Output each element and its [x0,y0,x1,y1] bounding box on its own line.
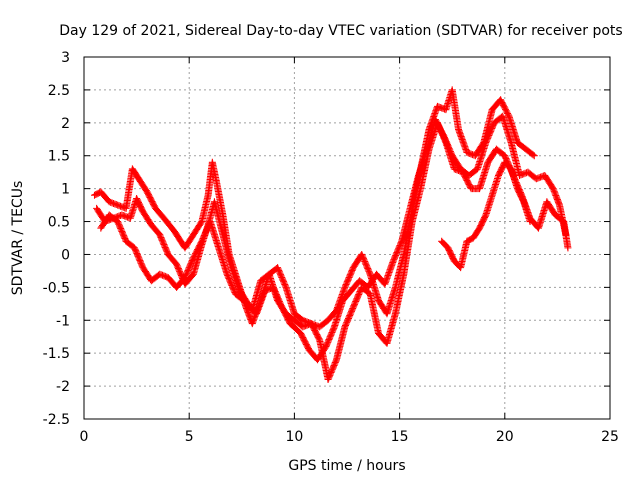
y-tick-label: -0.5 [43,280,70,296]
x-axis-label: GPS time / hours [288,458,405,474]
y-tick-label: -2.5 [43,412,70,428]
x-tick-label: 0 [80,429,89,445]
x-tick-label: 20 [496,429,514,445]
y-axis: -2.5 -2 -1.5 -1 -0.5 0 0.5 1 1.5 2 2.5 3 [43,50,610,428]
x-tick-label: 10 [285,429,303,445]
y-tick-label: -1.5 [43,346,70,362]
data-point-marker [526,218,534,226]
data-point-marker [564,244,572,252]
data-point-marker [332,357,340,365]
x-tick-label: 5 [185,429,194,445]
chart-title: Day 129 of 2021, Sidereal Day-to-day VTE… [59,23,622,39]
y-tick-label: 2 [61,116,70,132]
y-axis-label: SDTVAR / TECUs [10,181,26,296]
y-tick-label: -2 [56,379,70,395]
x-axis: 0 5 10 15 20 25 [80,57,619,445]
data-point-marker [397,239,405,247]
x-tick-label: 15 [391,429,409,445]
data-point-marker [530,152,538,160]
series-trace-d [438,158,534,272]
y-tick-label: 1.5 [48,149,70,165]
data-point-marker [529,151,537,159]
y-tick-label: 0.5 [48,215,70,231]
y-tick-label: -1 [56,313,70,329]
y-tick-label: 3 [61,50,70,66]
y-tick-label: 0 [61,247,70,263]
data-series [91,86,572,384]
x-tick-label: 25 [601,429,619,445]
series-trace-c [97,119,572,384]
y-tick-label: 2.5 [48,83,70,99]
y-tick-label: 1 [61,182,70,198]
data-point-marker [315,335,323,343]
plot-frame [83,56,611,420]
